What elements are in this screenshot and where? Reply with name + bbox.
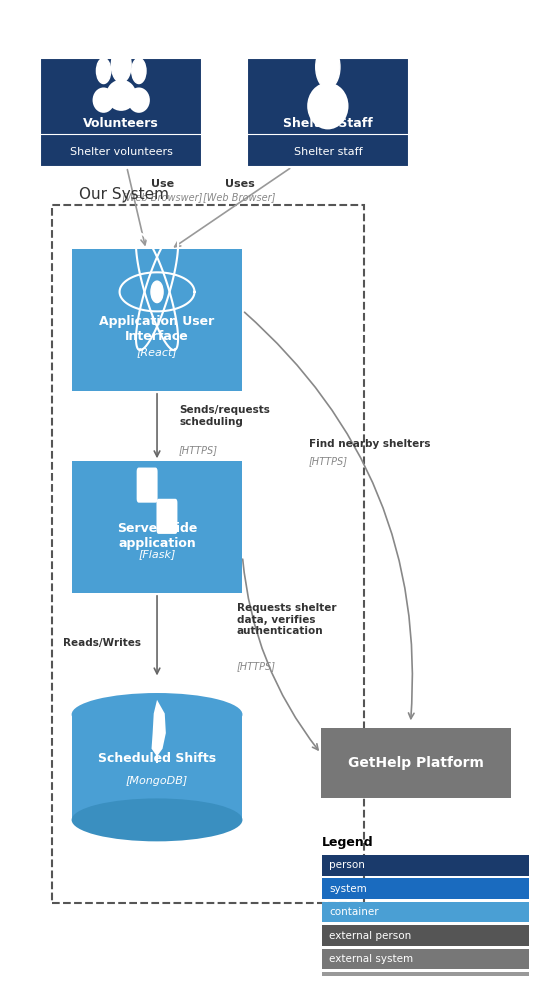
Text: Our System: Our System (79, 187, 169, 202)
Text: Use: Use (151, 179, 174, 189)
Ellipse shape (93, 88, 115, 112)
FancyBboxPatch shape (322, 902, 529, 922)
Text: system: system (329, 883, 367, 893)
Text: [React]: [React] (137, 347, 177, 357)
FancyBboxPatch shape (72, 715, 242, 820)
Circle shape (132, 58, 146, 84)
Text: container: container (329, 907, 379, 917)
Circle shape (316, 45, 340, 89)
FancyBboxPatch shape (40, 57, 203, 167)
FancyBboxPatch shape (137, 467, 158, 503)
Circle shape (96, 58, 111, 84)
Text: Uses: Uses (225, 179, 255, 189)
Text: Reads/Writes: Reads/Writes (63, 638, 142, 648)
Text: [HTTPS]: [HTTPS] (237, 661, 276, 670)
Text: [Web Browser]: [Web Browser] (203, 192, 276, 202)
Text: Server-side
application: Server-side application (117, 523, 197, 550)
FancyBboxPatch shape (322, 925, 529, 946)
FancyBboxPatch shape (72, 461, 242, 593)
Text: GetHelp Platform: GetHelp Platform (348, 756, 484, 770)
Text: Find nearby shelters: Find nearby shelters (309, 439, 430, 449)
Circle shape (151, 281, 163, 303)
Text: Sends/requests
scheduling: Sends/requests scheduling (179, 405, 270, 427)
Polygon shape (152, 700, 166, 756)
FancyBboxPatch shape (246, 57, 409, 167)
Text: [Web Browswer]: [Web Browswer] (122, 192, 203, 202)
Ellipse shape (72, 693, 242, 736)
Text: Legend: Legend (322, 836, 374, 849)
Text: Requests shelter
data, verifies
authentication: Requests shelter data, verifies authenti… (237, 603, 337, 636)
FancyBboxPatch shape (322, 855, 529, 876)
Text: person: person (329, 860, 365, 871)
Text: Shelter staff: Shelter staff (294, 147, 362, 157)
FancyBboxPatch shape (156, 499, 177, 533)
Circle shape (111, 47, 131, 83)
Text: [HTTPS]: [HTTPS] (309, 456, 348, 465)
FancyBboxPatch shape (322, 879, 529, 899)
Text: Volunteers: Volunteers (83, 117, 159, 130)
FancyBboxPatch shape (322, 972, 529, 986)
Text: [MongoDB]: [MongoDB] (126, 776, 188, 786)
Text: Scheduled Shifts: Scheduled Shifts (98, 751, 216, 764)
Ellipse shape (106, 80, 137, 110)
Text: external container: external container (329, 977, 425, 986)
FancyBboxPatch shape (321, 728, 511, 799)
Text: Shelter Staff: Shelter Staff (283, 117, 372, 130)
Text: [HTTPS]: [HTTPS] (179, 446, 218, 456)
Text: external person: external person (329, 931, 411, 941)
Text: external system: external system (329, 954, 413, 964)
Text: [Flask]: [Flask] (138, 549, 176, 559)
Ellipse shape (128, 88, 150, 112)
Ellipse shape (72, 799, 242, 841)
FancyBboxPatch shape (72, 249, 242, 390)
FancyBboxPatch shape (322, 949, 529, 969)
Ellipse shape (307, 83, 348, 129)
Text: Application User
Interface: Application User Interface (99, 316, 215, 343)
Text: Shelter volunteers: Shelter volunteers (70, 147, 172, 157)
